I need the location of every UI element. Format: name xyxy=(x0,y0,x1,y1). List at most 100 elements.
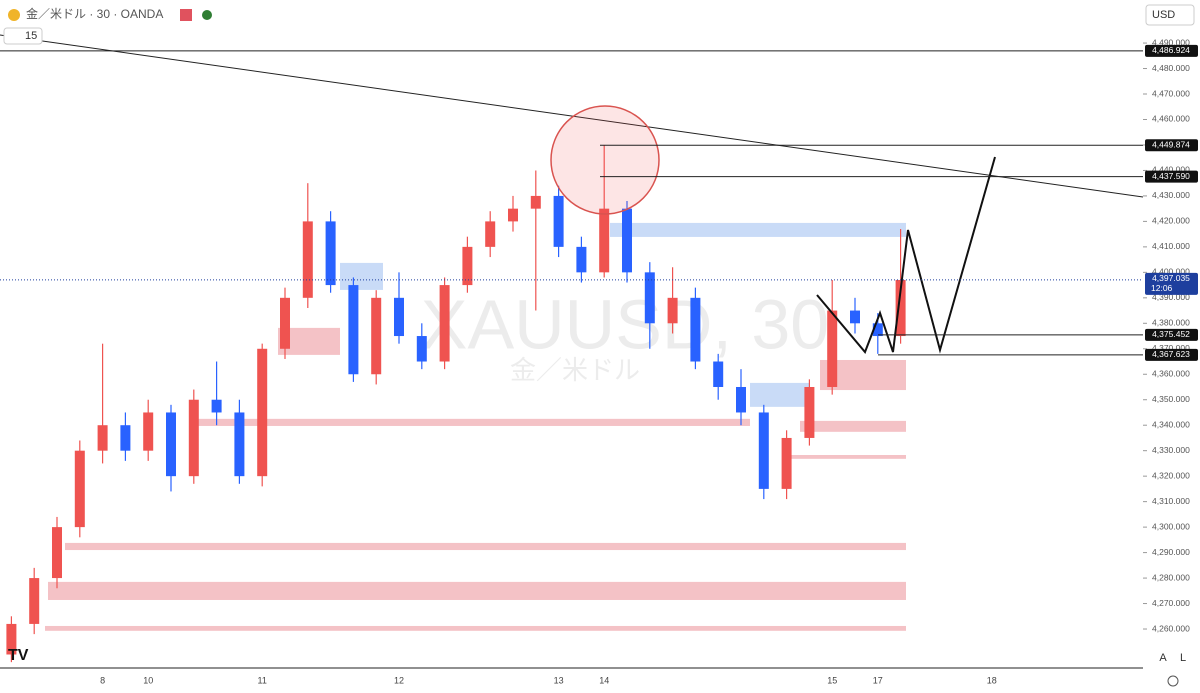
candle-body xyxy=(781,437,792,489)
tv-logo: TV xyxy=(8,647,29,664)
candle-body xyxy=(667,297,678,324)
y-tick-label: 4,480.000 xyxy=(1152,63,1190,73)
auto-scale[interactable]: A xyxy=(1159,652,1167,664)
y-tick-label: 4,490.000 xyxy=(1152,37,1190,47)
y-tick-label: 4,460.000 xyxy=(1152,114,1190,124)
candle-body xyxy=(166,412,176,477)
y-tick-label: 4,270.000 xyxy=(1152,598,1190,608)
candle-body xyxy=(553,195,564,247)
candle-body xyxy=(188,399,199,477)
x-tick-label: 13 xyxy=(554,675,564,685)
candle-body xyxy=(530,195,541,209)
x-tick-label: 12 xyxy=(394,675,404,685)
candle-body xyxy=(394,297,404,337)
y-tick-label: 4,280.000 xyxy=(1152,572,1190,582)
candle-body xyxy=(348,285,359,375)
interval-button[interactable] xyxy=(3,27,43,45)
candle-body xyxy=(485,221,496,247)
price-tag-label: 4,449.874 xyxy=(1152,140,1190,150)
watermark-name: 金／米ドル xyxy=(510,355,640,385)
y-tick-label: 4,330.000 xyxy=(1152,445,1190,455)
price-tag xyxy=(1145,170,1198,183)
x-tick-label: 11 xyxy=(258,675,267,685)
zone xyxy=(340,262,383,290)
candle-body xyxy=(439,285,450,362)
candle-body xyxy=(280,297,290,349)
watermark: XAUUSD, 30 xyxy=(421,285,829,363)
price-tag-label: 4,367.623 xyxy=(1152,349,1190,359)
last-price-label: 4,397.035 xyxy=(1152,273,1190,283)
candle-body xyxy=(713,361,724,387)
log-scale[interactable]: L xyxy=(1180,652,1186,664)
flag xyxy=(180,9,192,21)
x-tick-label: 10 xyxy=(143,675,153,685)
candle-body xyxy=(644,272,655,324)
candle-body xyxy=(508,208,518,222)
candle-body xyxy=(52,527,62,579)
y-tick-label: 4,290.000 xyxy=(1152,547,1190,557)
y-tick-label: 4,440.000 xyxy=(1152,165,1190,175)
candle-body xyxy=(690,297,701,362)
last-price-tag xyxy=(1145,272,1198,295)
y-tick-label: 4,260.000 xyxy=(1152,623,1190,633)
price-tag xyxy=(1145,328,1198,341)
candle-body xyxy=(257,348,268,477)
candle-body xyxy=(234,412,245,477)
settings[interactable] xyxy=(1167,675,1179,687)
y-tick-label: 4,320.000 xyxy=(1152,470,1190,480)
zone xyxy=(48,581,906,600)
y-tick-label: 4,470.000 xyxy=(1152,88,1190,98)
price-tag-label: 4,486.924 xyxy=(1152,45,1190,55)
candle-body xyxy=(416,336,427,362)
y-tick-label: 4,380.000 xyxy=(1152,318,1190,328)
y-tick-label: 4,420.000 xyxy=(1152,216,1190,226)
x-tick-label: 15 xyxy=(827,675,837,685)
interval: 15 xyxy=(25,30,37,42)
candle-body xyxy=(827,310,838,387)
price-tag-label: 4,375.452 xyxy=(1152,329,1190,339)
candle-body xyxy=(143,412,154,451)
zone xyxy=(195,418,750,426)
y-tick-label: 4,360.000 xyxy=(1152,369,1190,379)
y-tick-label: 4,370.000 xyxy=(1152,343,1190,353)
currency-button[interactable] xyxy=(1145,4,1195,26)
zone xyxy=(750,382,810,407)
logo xyxy=(8,9,20,21)
y-tick-label: 4,350.000 xyxy=(1152,394,1190,404)
x-tick-label: 17 xyxy=(873,675,883,685)
candle-body xyxy=(371,297,382,375)
candle-body xyxy=(325,221,336,286)
zone xyxy=(610,222,906,237)
y-tick-label: 4,340.000 xyxy=(1152,419,1190,429)
candle-body xyxy=(758,412,769,489)
candle-body xyxy=(29,578,40,624)
candle-body xyxy=(211,399,222,413)
candle-body xyxy=(804,386,815,438)
candle-body xyxy=(850,310,860,324)
candle-body xyxy=(97,425,108,451)
price-tag xyxy=(1145,348,1198,361)
x-tick-label: 14 xyxy=(599,675,609,685)
candle-body xyxy=(120,425,131,451)
y-tick-label: 4,400.000 xyxy=(1152,267,1190,277)
candle-body xyxy=(599,208,610,273)
highlight-circle xyxy=(550,105,660,215)
projection xyxy=(816,156,996,354)
x-tick-label: 8 xyxy=(100,675,105,685)
candle-body xyxy=(576,246,587,273)
candle-body xyxy=(462,246,473,286)
status[interactable] xyxy=(202,10,212,20)
candle-body xyxy=(736,386,746,413)
price-tag xyxy=(1145,139,1198,152)
symbol: 金／米ドル · 30 · OANDA xyxy=(26,6,163,21)
candle-body xyxy=(622,208,632,273)
zone xyxy=(65,542,906,551)
zone xyxy=(800,420,906,432)
zone xyxy=(45,625,906,631)
x-tick-label: 18 xyxy=(987,675,997,685)
countdown: 12:06 xyxy=(1151,283,1173,293)
candle-body xyxy=(6,623,17,655)
y-tick-label: 4,390.000 xyxy=(1152,292,1190,302)
